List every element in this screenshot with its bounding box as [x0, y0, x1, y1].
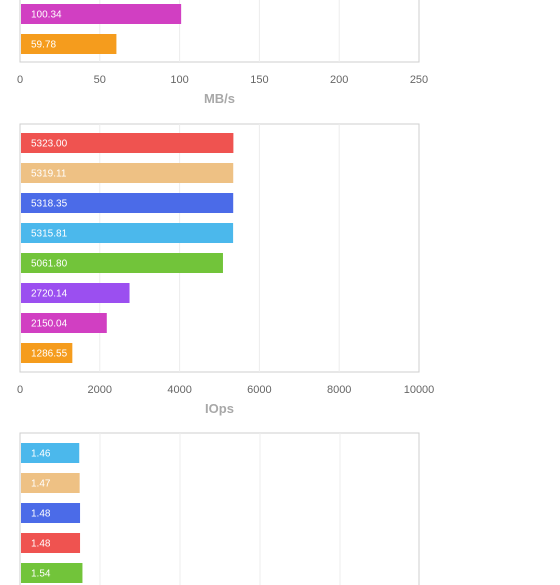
- plot-frame: [19, 123, 420, 373]
- bar: [21, 193, 234, 213]
- chart-latency: 1.46 1.47 1.48 1.48 1.54: [19, 432, 420, 585]
- bar-value-label: 1.54: [31, 569, 51, 580]
- bar: [21, 223, 234, 243]
- chart-throughput: 100.34 59.78 0 50 100 150 200 250 MB/s: [17, 0, 428, 106]
- bar: [21, 443, 80, 463]
- bar: [21, 313, 107, 333]
- bar: [21, 343, 73, 363]
- bar: [21, 133, 234, 153]
- x-tick-label: 250: [410, 74, 428, 86]
- x-tick-label: 0: [17, 74, 23, 86]
- bar: [21, 253, 223, 273]
- x-tick-label: 50: [94, 74, 106, 86]
- x-tick-label: 10000: [404, 384, 435, 396]
- bar-value-label: 59.78: [31, 40, 56, 51]
- bar-value-label: 1.48: [31, 539, 51, 550]
- bar-value-label: 2150.04: [31, 319, 68, 330]
- bar-value-label: 1.46: [31, 449, 51, 460]
- x-tick-label: 8000: [327, 384, 351, 396]
- bar-value-label: 1286.55: [31, 349, 68, 360]
- bar-value-label: 1.47: [31, 479, 51, 490]
- bar-value-label: 100.34: [31, 10, 62, 21]
- bar-value-label: 5318.35: [31, 199, 68, 210]
- x-tick-label: 0: [17, 384, 23, 396]
- bar-value-label: 5061.80: [31, 259, 68, 270]
- chart-iops: 5323.00 5319.11 5318.35 5315.81 5061.80 2720.…: [17, 123, 435, 416]
- x-tick-label: 4000: [167, 384, 191, 396]
- bar-value-label: 5319.11: [31, 169, 67, 180]
- x-tick-label: 2000: [88, 384, 112, 396]
- bar: [21, 563, 83, 583]
- bar: [21, 34, 117, 54]
- bar-value-label: 2720.14: [31, 289, 68, 300]
- x-tick-label: 150: [250, 74, 268, 86]
- plot-frame: [19, 432, 420, 585]
- x-tick-label: 6000: [247, 384, 271, 396]
- x-tick-label: 200: [330, 74, 348, 86]
- x-tick-label: 100: [170, 74, 188, 86]
- bar: [21, 4, 182, 24]
- bar-value-label: 5323.00: [31, 139, 68, 150]
- bar-value-label: 5315.81: [31, 229, 68, 240]
- x-axis-title: MB/s: [204, 91, 235, 106]
- bar: [21, 473, 80, 493]
- x-axis-title: IOps: [205, 401, 234, 416]
- bar: [21, 163, 234, 183]
- bar: [21, 283, 130, 303]
- bar: [21, 503, 81, 523]
- bar: [21, 533, 81, 553]
- bar-value-label: 1.48: [31, 509, 51, 520]
